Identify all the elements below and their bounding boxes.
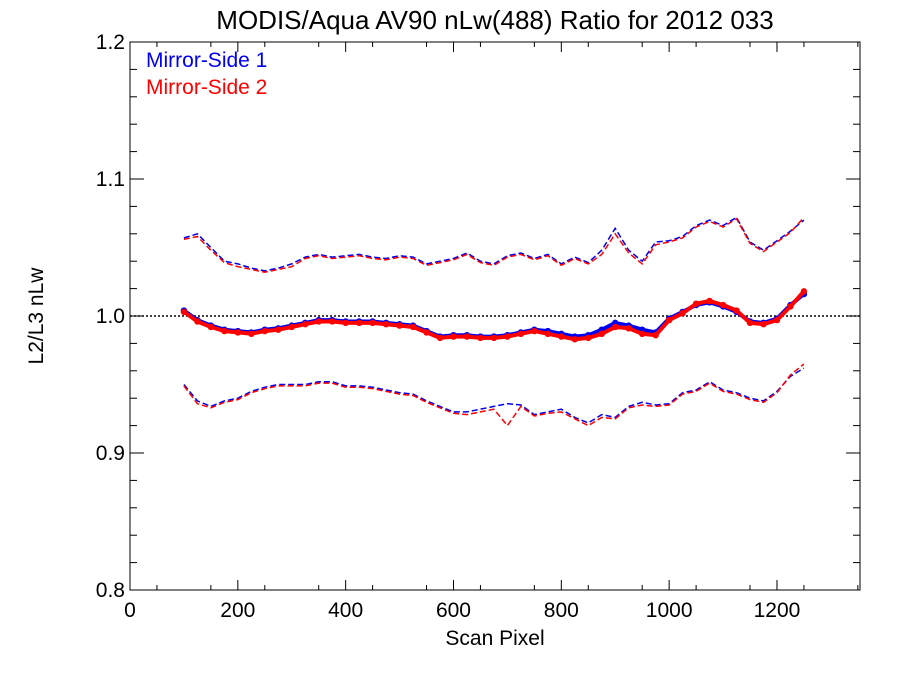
- series-2-point: [261, 327, 268, 335]
- x-tick-label: 200: [220, 599, 255, 622]
- x-tick-label: 0: [124, 599, 136, 622]
- series-2-point: [234, 329, 242, 336]
- series-2-point: [288, 323, 295, 331]
- series-2-point: [612, 323, 619, 331]
- series-2-point: [382, 321, 390, 328]
- series-2-point: [180, 308, 188, 316]
- series-2-point: [585, 334, 592, 342]
- series-2-point: [504, 333, 511, 340]
- x-tick-label: 1200: [754, 599, 801, 622]
- x-tick-label: 600: [436, 599, 471, 622]
- series-2-point: [315, 318, 322, 325]
- axis-tick-labels: 0 200 400 600 800 1000 1200 0.8 0.9 1.0 1.1 1.2: [96, 31, 801, 622]
- y-tick-label: 1.0: [96, 305, 125, 328]
- legend-label-ms1: Mirror-Side 1: [146, 49, 267, 72]
- series-2-point: [355, 319, 363, 327]
- x-tick-label: 400: [328, 599, 363, 622]
- series-2-point: [248, 330, 255, 338]
- series-layer: [180, 216, 808, 427]
- series-2-point: [328, 318, 336, 325]
- series-2-point: [275, 326, 282, 333]
- series-2-point: [746, 319, 754, 327]
- y-tick-label: 1.2: [96, 31, 125, 54]
- series-2-point: [423, 329, 430, 336]
- series-2-point: [625, 325, 632, 332]
- series-2-point: [221, 327, 228, 335]
- series-2-point: [463, 333, 471, 340]
- series-2-point: [679, 310, 686, 317]
- series-2-point: [369, 319, 376, 327]
- series-2-point: [409, 323, 417, 331]
- series-1-upper-line: [183, 216, 805, 272]
- axis-ticks: [129, 41, 860, 591]
- series-2-point: [531, 327, 538, 335]
- series-2-point: [706, 297, 713, 305]
- plot-area: 0 200 400 600 800 1000 1200 0.8 0.9 1.0 1.1 1.2: [96, 31, 861, 622]
- series-2-point: [436, 334, 444, 342]
- series-2-point: [517, 330, 525, 338]
- series-2-point: [544, 330, 552, 338]
- series-2-point: [692, 300, 700, 307]
- series-2-point: [800, 288, 808, 295]
- series-2-upper-line: [183, 216, 805, 273]
- series-2-point: [558, 333, 565, 340]
- legend: Mirror-Side 1 Mirror-Side 2: [146, 49, 267, 99]
- series-2-point: [773, 316, 781, 324]
- series-2-point: [571, 336, 578, 343]
- series-2-point: [194, 318, 201, 325]
- series-2-point: [302, 321, 309, 328]
- series-2-point: [719, 301, 727, 309]
- series-2-lower-line: [183, 363, 805, 427]
- series-2-point: [477, 334, 484, 342]
- series-2-point: [490, 334, 498, 342]
- y-tick-label: 0.8: [96, 579, 125, 602]
- series-2-point: [652, 331, 659, 339]
- y-tick-label: 1.1: [96, 168, 125, 191]
- series-2-point: [396, 322, 403, 329]
- series-1: [180, 216, 808, 424]
- series-2-point: [665, 316, 673, 324]
- series-2-point: [638, 330, 646, 338]
- series-2: [180, 216, 808, 427]
- y-axis-label: L2/L3 nLw: [25, 267, 48, 365]
- series-2-point: [598, 330, 605, 338]
- series-2-point: [207, 323, 215, 331]
- legend-label-ms2: Mirror-Side 2: [146, 76, 267, 99]
- x-axis-label: Scan Pixel: [445, 627, 544, 650]
- series-1-lower-line: [183, 367, 805, 424]
- x-tick-label: 800: [544, 599, 579, 622]
- y-tick-label: 0.9: [96, 442, 125, 465]
- series-2-point: [342, 319, 349, 327]
- series-2-point: [450, 333, 457, 340]
- x-tick-label: 1000: [646, 599, 693, 622]
- series-2-point: [733, 307, 740, 314]
- series-2-point: [760, 321, 767, 328]
- chart-title: MODIS/Aqua AV90 nLw(488) Ratio for 2012 …: [216, 5, 773, 35]
- series-2-point: [787, 303, 794, 310]
